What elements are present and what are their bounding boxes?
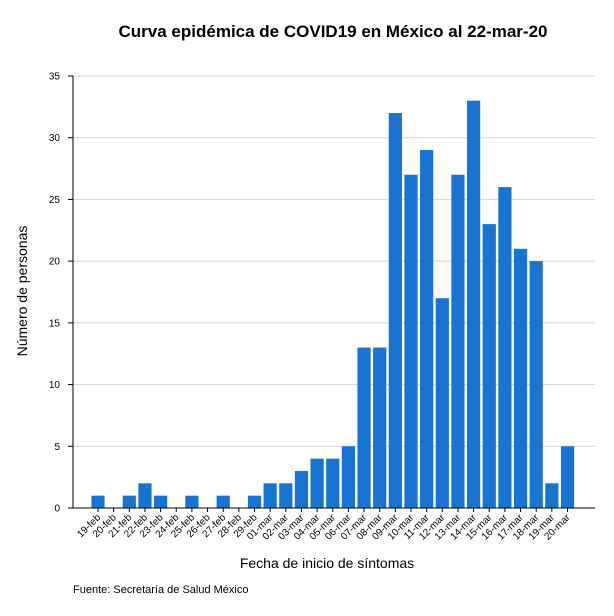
y-tick-label: 30	[49, 133, 61, 144]
y-tick-label: 35	[49, 72, 61, 83]
bar	[138, 483, 152, 508]
y-axis: 0 5 10 15 20 25 30 35	[49, 72, 74, 515]
chart-title: Curva epidémica de COVID19 en México al …	[119, 22, 548, 41]
bar	[263, 483, 277, 508]
bar	[279, 483, 293, 508]
bar	[185, 495, 199, 508]
y-axis-label: Número de personas	[14, 226, 30, 357]
bar	[357, 347, 371, 508]
bar	[388, 113, 402, 509]
y-tick-label: 20	[49, 257, 61, 268]
y-tick-label: 10	[49, 380, 61, 391]
bar	[513, 248, 528, 509]
bar	[326, 458, 340, 508]
bar	[122, 495, 136, 508]
bar	[154, 495, 168, 508]
bar	[91, 495, 105, 508]
bar	[435, 298, 449, 508]
source-note: Fuente: Secretaría de Salud México	[73, 584, 249, 596]
bar	[404, 174, 418, 508]
bar	[310, 458, 324, 508]
x-axis: 19-feb20-feb21-feb22-feb23-feb24-feb25-f…	[73, 507, 595, 543]
bars	[91, 100, 575, 509]
bar	[482, 224, 496, 508]
bar	[545, 483, 559, 508]
bar	[498, 187, 512, 509]
y-tick-label: 5	[54, 442, 60, 453]
bar	[420, 150, 434, 509]
gridlines	[73, 75, 595, 447]
bar	[373, 347, 387, 508]
y-tick-label: 15	[49, 318, 61, 329]
bar	[560, 446, 575, 508]
bar	[341, 446, 355, 508]
bar	[294, 470, 309, 508]
y-tick-label: 25	[49, 195, 61, 206]
y-tick-label: 0	[54, 504, 60, 515]
bar	[216, 495, 230, 508]
bar	[247, 495, 262, 508]
bar	[529, 261, 543, 508]
bar	[451, 174, 465, 508]
bar	[467, 100, 481, 508]
x-axis-label: Fecha de inicio de síntomas	[240, 555, 414, 571]
